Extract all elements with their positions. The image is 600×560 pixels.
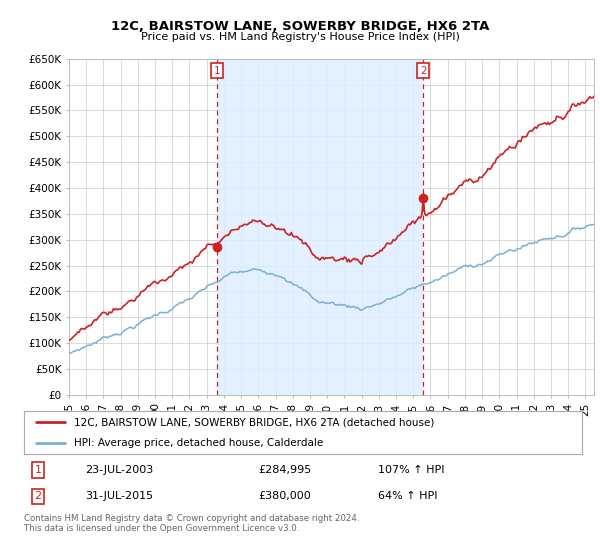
Text: Price paid vs. HM Land Registry's House Price Index (HPI): Price paid vs. HM Land Registry's House … xyxy=(140,32,460,43)
Text: 107% ↑ HPI: 107% ↑ HPI xyxy=(379,465,445,475)
Text: 1: 1 xyxy=(34,465,41,475)
Text: 64% ↑ HPI: 64% ↑ HPI xyxy=(379,491,438,501)
Text: 31-JUL-2015: 31-JUL-2015 xyxy=(85,491,154,501)
Bar xyxy=(217,59,423,395)
Text: £380,000: £380,000 xyxy=(259,491,311,501)
Text: Contains HM Land Registry data © Crown copyright and database right 2024.
This d: Contains HM Land Registry data © Crown c… xyxy=(24,514,359,533)
Text: 2: 2 xyxy=(420,66,427,76)
Text: HPI: Average price, detached house, Calderdale: HPI: Average price, detached house, Cald… xyxy=(74,437,323,447)
Text: 12C, BAIRSTOW LANE, SOWERBY BRIDGE, HX6 2TA: 12C, BAIRSTOW LANE, SOWERBY BRIDGE, HX6 … xyxy=(111,20,489,32)
Text: 23-JUL-2003: 23-JUL-2003 xyxy=(85,465,154,475)
Text: 12C, BAIRSTOW LANE, SOWERBY BRIDGE, HX6 2TA (detached house): 12C, BAIRSTOW LANE, SOWERBY BRIDGE, HX6 … xyxy=(74,417,434,427)
Text: £284,995: £284,995 xyxy=(259,465,311,475)
Text: 1: 1 xyxy=(214,66,220,76)
Text: 2: 2 xyxy=(34,491,41,501)
